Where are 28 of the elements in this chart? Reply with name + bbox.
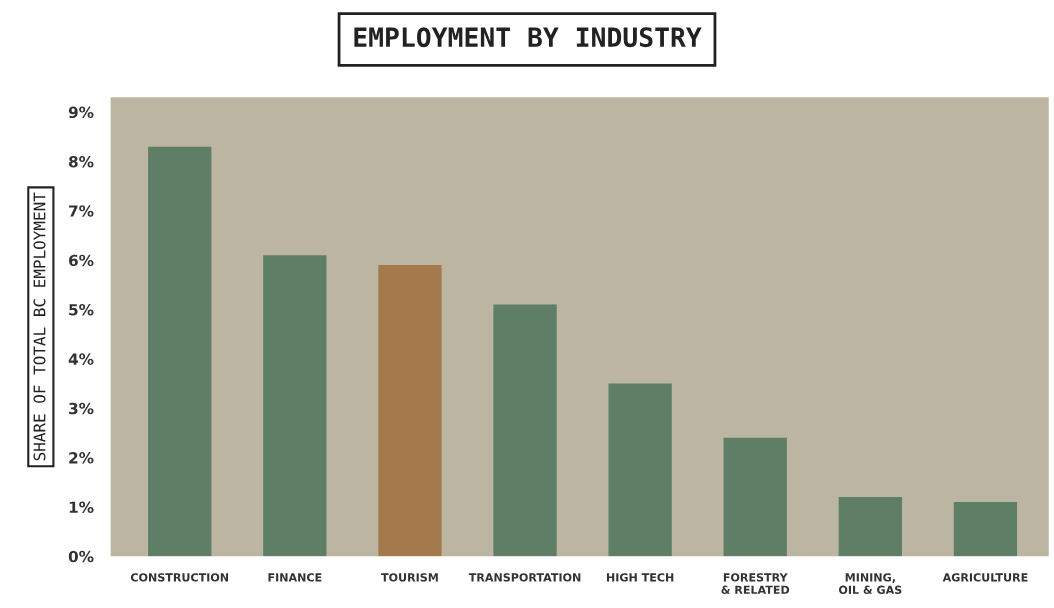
x-tick-label: TRANSPORTATION <box>468 573 581 582</box>
x-tick-label: AGRICULTURE <box>942 573 1028 582</box>
y-tick-label: 5% <box>69 303 94 316</box>
chart-title: EMPLOYMENT BY INDUSTRY <box>354 27 702 48</box>
y-tick-label: 0% <box>68 550 94 563</box>
y-tick-label: 4% <box>68 353 94 365</box>
x-tick-label: TOURISM <box>381 573 438 582</box>
x-tick-label: MINING, OIL & GAS <box>838 573 902 595</box>
bar <box>378 265 442 557</box>
y-tick-label: 1% <box>69 501 94 513</box>
bar <box>838 497 902 557</box>
x-tick-label: FORESTRY & RELATED <box>721 573 790 595</box>
bar <box>953 502 1018 557</box>
x-tick-label: HIGH TECH <box>606 573 674 582</box>
bar <box>723 437 787 557</box>
y-tick-label: 6% <box>69 254 94 267</box>
bar <box>493 304 557 557</box>
y-tick-label: 2% <box>69 452 94 464</box>
bar <box>148 146 212 557</box>
y-tick-label: 3% <box>69 402 94 415</box>
x-tick-label: FINANCE <box>268 573 322 582</box>
x-tick-label: CONSTRUCTION <box>130 573 229 582</box>
y-tick-label: 9% <box>68 106 94 119</box>
bar <box>608 383 672 557</box>
bar <box>263 255 327 557</box>
y-tick-label: 8% <box>69 155 94 168</box>
y-tick-label: 7% <box>69 205 94 217</box>
y-axis-title: SHARE OF TOTAL BC EMPLOYMENT <box>33 192 46 461</box>
